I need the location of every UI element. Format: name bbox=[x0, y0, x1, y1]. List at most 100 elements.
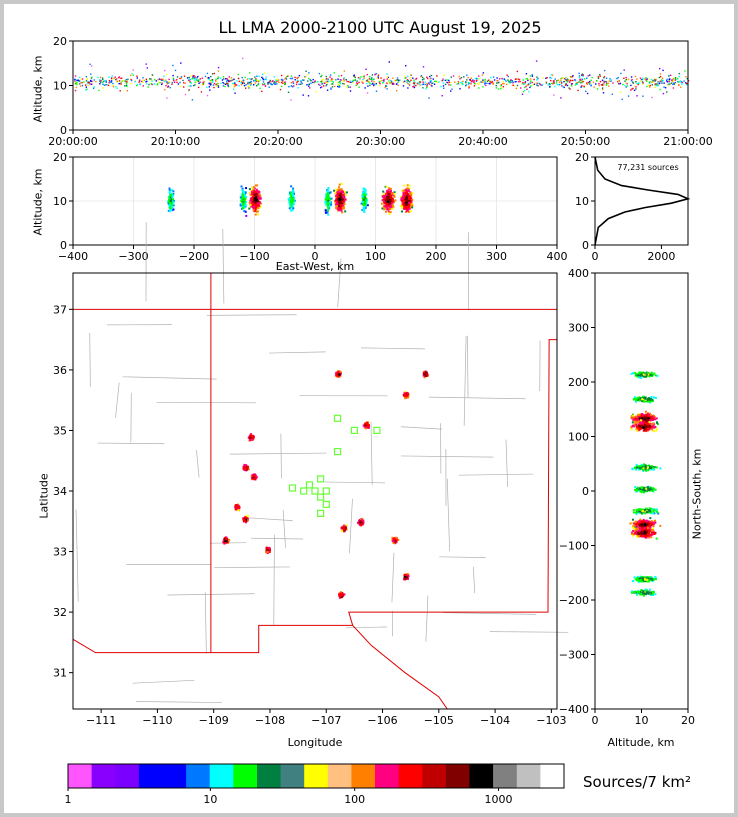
source-mark bbox=[647, 469, 650, 472]
source-mark bbox=[193, 84, 195, 87]
source-mark bbox=[88, 81, 91, 83]
source-mark bbox=[567, 79, 569, 81]
source-mark bbox=[640, 78, 643, 81]
source-mark bbox=[325, 80, 327, 82]
source-mark bbox=[529, 78, 532, 80]
source-mark bbox=[411, 206, 414, 209]
source-mark bbox=[334, 200, 337, 202]
source-mark bbox=[423, 373, 426, 376]
source-mark bbox=[605, 81, 607, 83]
source-mark bbox=[389, 201, 392, 204]
source-mark bbox=[225, 537, 228, 540]
source-mark bbox=[321, 80, 323, 83]
source-mark bbox=[293, 85, 295, 87]
source-mark bbox=[545, 81, 548, 83]
source-mark bbox=[271, 80, 273, 83]
source-mark bbox=[653, 372, 656, 375]
station-marker bbox=[322, 500, 330, 508]
source-mark bbox=[492, 83, 494, 85]
source-mark bbox=[254, 80, 257, 82]
source-mark bbox=[77, 83, 79, 85]
source-mark bbox=[290, 85, 293, 87]
source-mark bbox=[326, 203, 329, 206]
source-mark bbox=[637, 419, 640, 421]
source-mark bbox=[105, 84, 107, 86]
source-mark bbox=[179, 77, 181, 80]
source-mark bbox=[592, 81, 595, 83]
source-mark bbox=[80, 82, 82, 84]
source-mark bbox=[570, 76, 572, 78]
source-mark bbox=[444, 79, 447, 82]
source-mark bbox=[408, 83, 410, 86]
source-mark bbox=[638, 424, 641, 427]
source-mark bbox=[277, 80, 279, 83]
source-mark bbox=[116, 80, 118, 82]
source-mark bbox=[674, 77, 677, 79]
source-mark bbox=[343, 528, 346, 531]
source-mark bbox=[599, 73, 601, 76]
source-mark bbox=[341, 200, 344, 203]
source-mark bbox=[565, 79, 568, 81]
source-mark bbox=[171, 194, 174, 197]
source-mark bbox=[251, 437, 254, 440]
source-mark bbox=[277, 79, 280, 81]
source-mark bbox=[131, 72, 133, 75]
source-mark bbox=[258, 207, 261, 210]
source-mark bbox=[512, 81, 514, 83]
source-mark bbox=[288, 198, 291, 201]
source-mark bbox=[309, 87, 311, 89]
source-mark bbox=[659, 73, 662, 75]
source-mark bbox=[326, 192, 329, 194]
source-mark bbox=[369, 84, 371, 86]
source-mark bbox=[407, 190, 410, 193]
source-mark bbox=[373, 80, 375, 83]
x-tick-label: 0 bbox=[312, 250, 319, 263]
source-mark bbox=[630, 428, 633, 431]
source-mark bbox=[405, 395, 408, 398]
source-mark bbox=[552, 80, 555, 82]
source-mark bbox=[388, 80, 390, 82]
source-mark bbox=[291, 201, 293, 204]
source-mark bbox=[251, 186, 254, 189]
source-mark bbox=[638, 422, 641, 425]
source-mark bbox=[109, 81, 111, 83]
source-mark bbox=[354, 79, 356, 82]
source-mark bbox=[289, 196, 292, 199]
source-mark bbox=[248, 87, 250, 89]
source-mark bbox=[147, 86, 149, 88]
source-mark bbox=[172, 201, 175, 204]
source-mark bbox=[662, 92, 665, 95]
source-mark bbox=[639, 426, 642, 429]
source-mark bbox=[270, 82, 272, 85]
source-mark bbox=[599, 75, 601, 77]
source-mark bbox=[190, 85, 192, 87]
source-mark bbox=[297, 79, 299, 81]
source-mark bbox=[404, 75, 406, 77]
source-mark bbox=[510, 81, 512, 83]
source-mark bbox=[243, 200, 246, 203]
source-mark bbox=[571, 85, 573, 87]
source-mark bbox=[542, 77, 544, 79]
source-mark bbox=[608, 85, 610, 87]
source-mark bbox=[404, 575, 407, 578]
source-mark bbox=[481, 74, 484, 76]
source-mark bbox=[520, 87, 522, 89]
source-mark bbox=[645, 420, 648, 423]
source-mark bbox=[90, 83, 93, 85]
source-mark bbox=[136, 75, 138, 77]
source-mark bbox=[393, 192, 396, 195]
source-mark bbox=[100, 79, 102, 82]
source-mark bbox=[221, 79, 224, 81]
source-mark bbox=[208, 82, 210, 84]
source-mark bbox=[266, 550, 269, 554]
source-mark bbox=[77, 79, 79, 81]
source-mark bbox=[456, 83, 458, 85]
source-mark bbox=[331, 78, 333, 80]
source-mark bbox=[389, 197, 392, 200]
source-mark bbox=[549, 76, 551, 79]
source-mark bbox=[386, 88, 388, 90]
source-mark bbox=[627, 79, 629, 81]
county-border bbox=[282, 510, 286, 548]
source-mark bbox=[397, 84, 399, 86]
source-mark bbox=[176, 76, 179, 78]
